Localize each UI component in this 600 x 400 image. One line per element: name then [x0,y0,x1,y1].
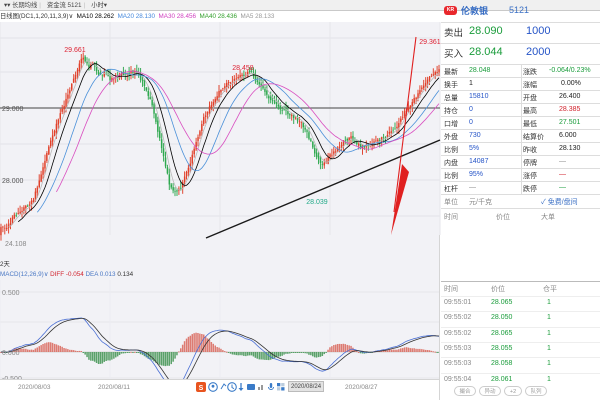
svg-text:24.108: 24.108 [5,241,27,248]
svg-text:0.500: 0.500 [2,290,20,297]
svg-text:0.000: 0.000 [2,350,20,357]
svg-text:28.000: 28.000 [2,178,24,185]
svg-text:29.361: 29.361 [419,39,441,46]
svg-text:S: S [199,385,204,392]
svg-text:28.458: 28.458 [232,65,254,72]
svg-text:29.661: 29.661 [64,47,86,54]
svg-text:29.000: 29.000 [2,106,24,113]
svg-text:28.039: 28.039 [306,199,328,206]
